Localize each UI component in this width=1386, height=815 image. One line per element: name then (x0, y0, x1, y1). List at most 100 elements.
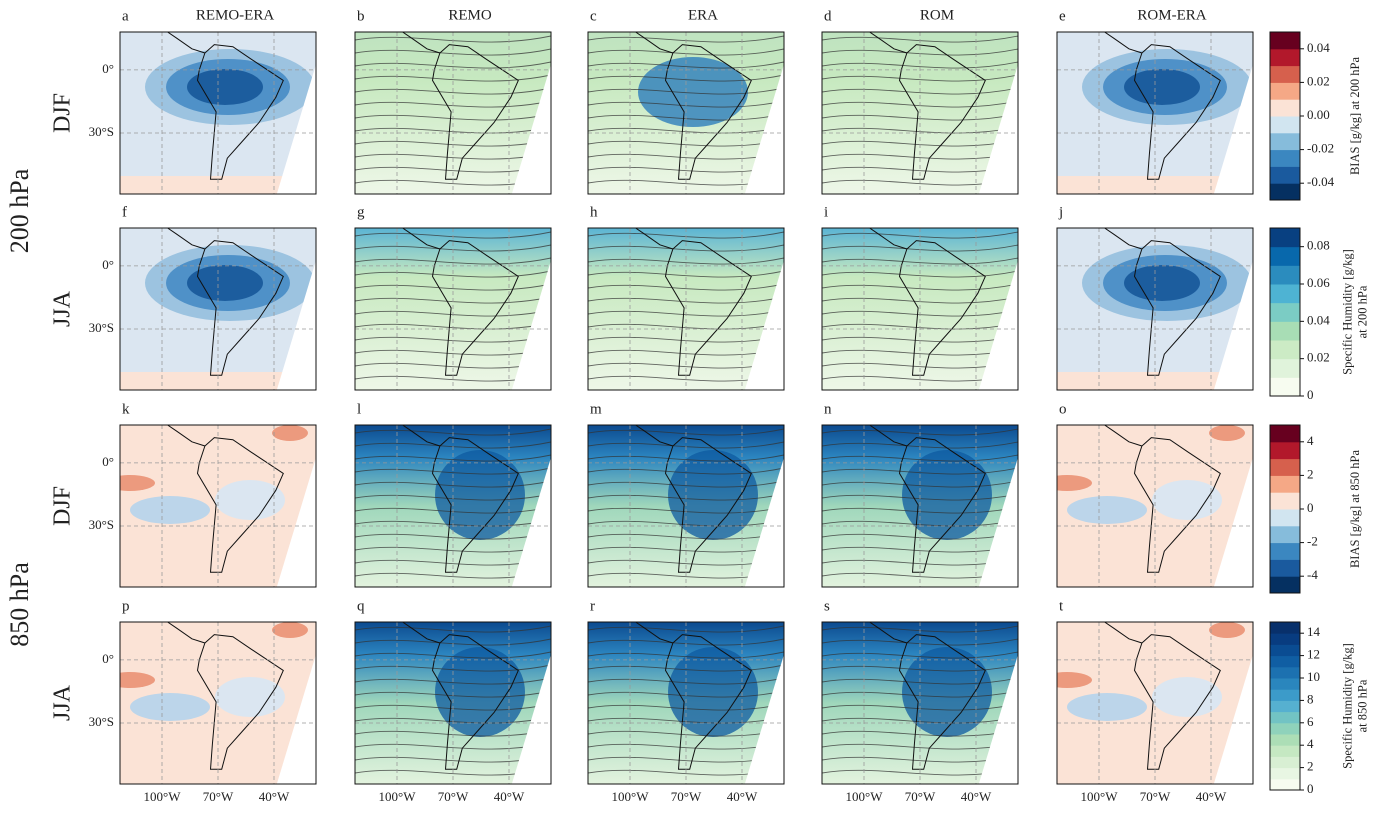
colorbar-segment (1270, 475, 1300, 492)
column-title: ERA (688, 7, 718, 23)
lat-tick-label: 30°S (89, 714, 114, 729)
colorbar-segment (1270, 340, 1300, 359)
map-panel: 100°W70°W40°W (588, 601, 784, 804)
map-panel (588, 207, 784, 390)
colorbar-tick-label: 0.04 (1307, 40, 1330, 55)
map-panel: 100°W70°W40°W (822, 601, 1018, 804)
colorbar-segment (1270, 99, 1300, 116)
map-panel (355, 207, 551, 390)
panel-letter: b (357, 8, 365, 24)
map-field (105, 601, 316, 784)
map-panel (1057, 11, 1253, 194)
map-panel (588, 11, 784, 194)
panel-letter: j (1058, 204, 1063, 220)
colorbar-segment (1270, 559, 1300, 576)
lat-tick-label: 0° (102, 61, 114, 76)
colorbar-segment (1270, 576, 1300, 593)
colorbar-segment (1270, 32, 1300, 49)
colorbar-segment (1270, 133, 1300, 150)
colorbar-segment (1270, 49, 1300, 66)
colorbar-segment (1270, 425, 1300, 442)
colorbar-tick-label: 0.06 (1307, 275, 1330, 290)
map-panel (822, 404, 1018, 587)
season-label: JJA (50, 684, 76, 721)
column-title: REMO (448, 7, 492, 23)
colorbar-tick-label: 4 (1307, 433, 1314, 448)
figure: REMO-ERAREMOERAROMROM-ERA200 hPaDJFa0°30… (0, 0, 1386, 810)
field-blob (1209, 622, 1245, 638)
colorbar-tick-label: 0.02 (1307, 73, 1330, 88)
colorbar-tick-label: 4 (1307, 736, 1314, 751)
lon-tick-label: 100°W (612, 789, 650, 804)
field-blob (668, 450, 758, 540)
field-blob (215, 480, 285, 520)
colorbar-segment (1270, 321, 1300, 340)
field-blob (1042, 672, 1092, 688)
map-panel: 0° 30°S (89, 11, 316, 194)
lon-tick-label: 100°W (846, 789, 884, 804)
colorbar-segment (1270, 756, 1300, 768)
colorbar-segment (1270, 303, 1300, 322)
colorbar-segment (1270, 644, 1300, 656)
colorbar-segment (1270, 689, 1300, 701)
colorbar-segment (1270, 678, 1300, 690)
colorbar-segment (1270, 745, 1300, 757)
map-field (105, 404, 316, 587)
field-blob (215, 677, 285, 717)
field-blob (1152, 677, 1222, 717)
colorbar-label: BIAS [g/kg] at 200 hPa (1348, 57, 1362, 176)
panel-letter: a (122, 8, 129, 24)
panel-letter: n (824, 401, 832, 417)
colorbar-segment (1270, 509, 1300, 526)
panel-letter: o (1059, 401, 1067, 417)
colorbar-tick-label: 8 (1307, 691, 1314, 706)
column-title: REMO-ERA (196, 7, 275, 23)
colorbar-tick-label: 14 (1307, 624, 1321, 639)
panel-letter: l (357, 401, 361, 417)
colorbar-segment (1270, 779, 1300, 791)
lat-tick-label: 0° (102, 454, 114, 469)
panel-letter: e (1059, 8, 1066, 24)
colorbar-tick-label: 0 (1307, 387, 1314, 402)
field-blob (1067, 693, 1147, 721)
map-panel (1057, 207, 1253, 390)
level-label: 850 hPa (5, 562, 34, 647)
colorbar-segment (1270, 656, 1300, 668)
colorbar-label: Specific Humidity [g/kg] (1340, 643, 1354, 769)
lon-tick-label: 40°W (494, 789, 525, 804)
colorbar-tick-label: 0 (1307, 500, 1314, 515)
lat-tick-label: 30°S (89, 124, 114, 139)
colorbar-segment (1270, 667, 1300, 679)
lat-tick-label: 0° (102, 257, 114, 272)
season-label: DJF (50, 486, 76, 526)
season-label: DJF (50, 93, 76, 133)
colorbar-segment (1270, 622, 1300, 634)
colorbar-segment (1270, 768, 1300, 780)
map-panel (1042, 404, 1253, 587)
colorbar-segment (1270, 712, 1300, 724)
colorbar-segment (1270, 526, 1300, 543)
colorbar-label: Specific Humidity [g/kg] (1340, 249, 1354, 375)
field-blob (902, 450, 992, 540)
colorbar-segment (1270, 492, 1300, 509)
colorbar-label: BIAS [g/kg] at 850 hPa (1348, 450, 1362, 569)
colorbar-tick-label: 6 (1307, 714, 1314, 729)
field-blob (272, 425, 308, 441)
map-panel: 0°30°S (89, 404, 316, 587)
field-blob (105, 475, 155, 491)
map-panel (822, 207, 1018, 390)
colorbar-tick-label: 0.00 (1307, 107, 1330, 122)
colorbar-segment (1270, 284, 1300, 303)
colorbar-segment (1270, 66, 1300, 83)
panel-letter: g (357, 204, 365, 220)
colorbar-tick-label: 0.02 (1307, 350, 1330, 365)
field-blob (130, 496, 210, 524)
colorbar-segment (1270, 265, 1300, 284)
colorbar-segment (1270, 700, 1300, 712)
colorbar-segment (1270, 633, 1300, 645)
colorbar-segment (1270, 734, 1300, 746)
column-title: ROM (920, 7, 954, 23)
field-blob (668, 647, 758, 737)
colorbar-label: at 850 hPa (1355, 679, 1369, 732)
panel-letter: r (590, 598, 595, 614)
